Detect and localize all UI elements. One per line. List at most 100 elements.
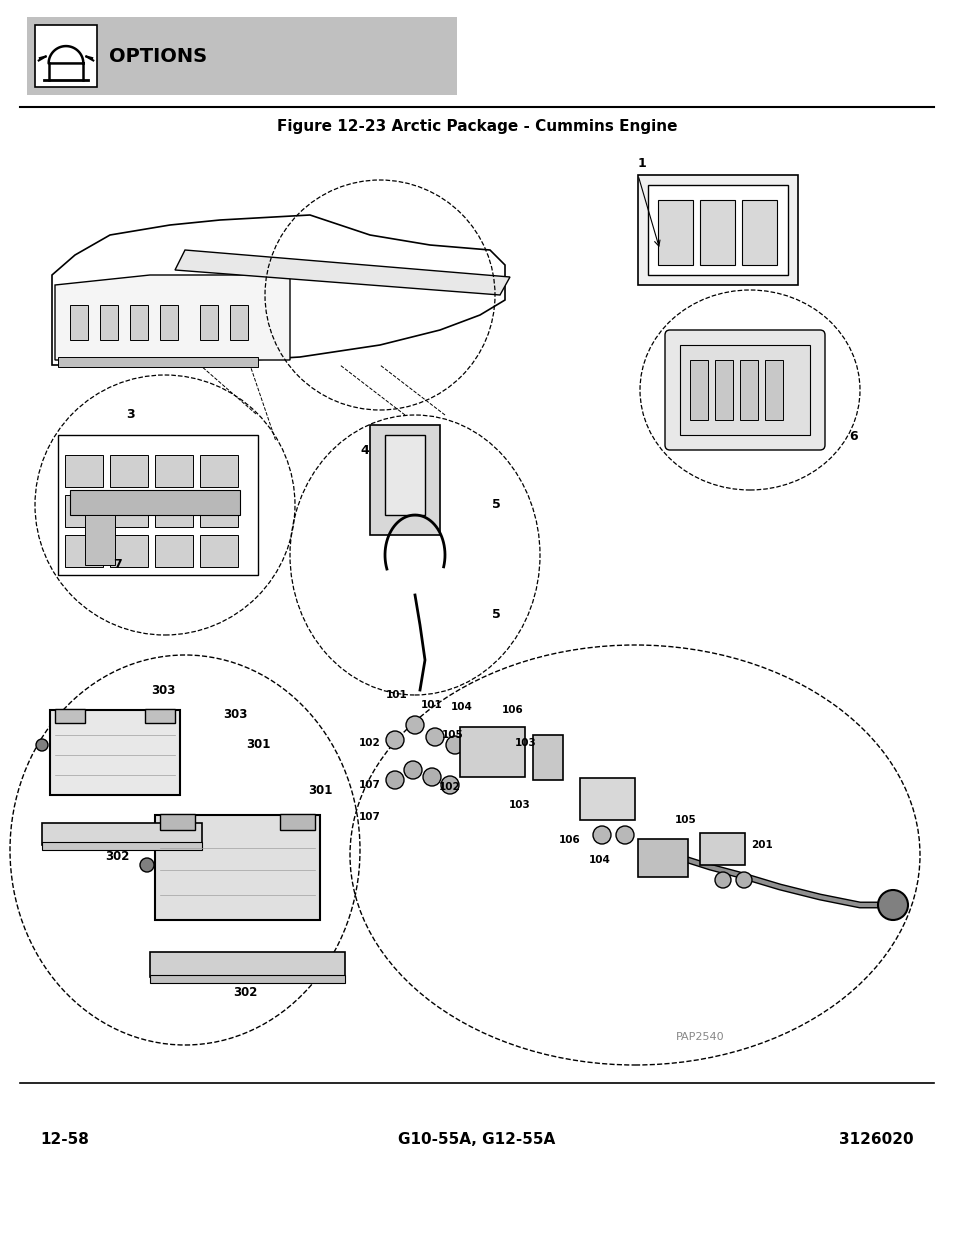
Text: 102: 102 (358, 739, 380, 748)
Text: 303: 303 (151, 683, 175, 697)
Bar (154, 454, 193, 487)
FancyBboxPatch shape (664, 330, 824, 450)
Circle shape (426, 727, 443, 746)
Text: 101: 101 (420, 700, 442, 710)
FancyBboxPatch shape (50, 710, 180, 795)
Circle shape (616, 826, 634, 844)
Text: 301: 301 (246, 739, 270, 752)
Text: PAP2540: PAP2540 (675, 1032, 723, 1042)
Bar (200, 305, 218, 340)
Bar (70, 490, 240, 515)
Text: 302: 302 (233, 986, 257, 999)
Bar (70, 305, 88, 340)
Circle shape (714, 872, 730, 888)
Circle shape (593, 826, 610, 844)
Circle shape (406, 716, 423, 734)
Bar (459, 727, 524, 777)
FancyBboxPatch shape (42, 823, 202, 845)
Bar (700, 832, 744, 864)
Text: 302: 302 (105, 851, 129, 863)
Text: 303: 303 (223, 709, 247, 721)
Text: 105: 105 (675, 815, 696, 825)
Bar (154, 535, 193, 567)
Text: 106: 106 (501, 705, 523, 715)
Text: 201: 201 (750, 840, 772, 850)
Circle shape (36, 739, 48, 751)
Bar (679, 345, 809, 435)
Text: 103: 103 (509, 800, 530, 810)
FancyBboxPatch shape (150, 952, 345, 977)
Bar (200, 535, 237, 567)
Bar (740, 359, 758, 420)
Bar (647, 185, 787, 275)
Bar (27, 17, 456, 95)
Circle shape (403, 761, 421, 779)
Bar (370, 425, 439, 535)
Bar (85, 515, 115, 564)
Text: 104: 104 (588, 855, 610, 864)
Bar (65, 454, 103, 487)
Text: 105: 105 (441, 730, 463, 740)
Circle shape (735, 872, 751, 888)
Circle shape (140, 858, 153, 872)
Bar (110, 495, 148, 527)
Bar (741, 200, 776, 266)
Text: 107: 107 (358, 811, 380, 823)
Text: 1: 1 (638, 157, 646, 170)
Text: 5: 5 (492, 609, 500, 621)
Polygon shape (55, 275, 290, 359)
Circle shape (422, 768, 440, 785)
Bar (100, 305, 118, 340)
Text: G10-55A, G12-55A: G10-55A, G12-55A (398, 1132, 555, 1147)
Text: 7: 7 (112, 558, 122, 572)
Circle shape (440, 776, 458, 794)
Bar (200, 454, 237, 487)
Text: 107: 107 (358, 781, 380, 790)
Text: 101: 101 (386, 690, 408, 700)
Bar (533, 735, 562, 781)
Bar (130, 305, 148, 340)
Bar (145, 709, 174, 722)
Text: 12-58: 12-58 (40, 1132, 89, 1147)
Bar (638, 839, 687, 877)
Bar (579, 778, 635, 820)
Bar (230, 305, 248, 340)
FancyBboxPatch shape (150, 974, 345, 983)
Circle shape (386, 771, 403, 789)
Bar (58, 435, 257, 576)
Bar (658, 200, 692, 266)
Text: 4: 4 (359, 443, 369, 457)
Bar (689, 359, 707, 420)
Text: 104: 104 (451, 701, 473, 713)
Text: 102: 102 (438, 782, 460, 792)
Bar (700, 200, 734, 266)
Bar (385, 435, 424, 515)
Circle shape (386, 731, 403, 748)
Bar (35, 25, 97, 86)
Bar (714, 359, 732, 420)
Polygon shape (52, 215, 504, 366)
Text: OPTIONS: OPTIONS (109, 47, 207, 65)
Text: 301: 301 (308, 783, 332, 797)
Bar (110, 454, 148, 487)
Bar (160, 305, 178, 340)
Bar (110, 535, 148, 567)
Bar (154, 495, 193, 527)
Bar (764, 359, 782, 420)
Text: 3126020: 3126020 (839, 1132, 913, 1147)
Circle shape (877, 890, 907, 920)
Text: 5: 5 (492, 499, 500, 511)
Text: 103: 103 (515, 739, 537, 748)
Polygon shape (174, 249, 510, 295)
Bar (638, 175, 797, 285)
Text: 6: 6 (848, 431, 857, 443)
FancyBboxPatch shape (154, 815, 319, 920)
Bar (65, 495, 103, 527)
Text: 3: 3 (126, 409, 134, 421)
Circle shape (446, 736, 463, 755)
Bar (200, 495, 237, 527)
Bar (280, 814, 314, 830)
Bar (65, 535, 103, 567)
Bar (58, 357, 257, 367)
Bar (160, 814, 194, 830)
